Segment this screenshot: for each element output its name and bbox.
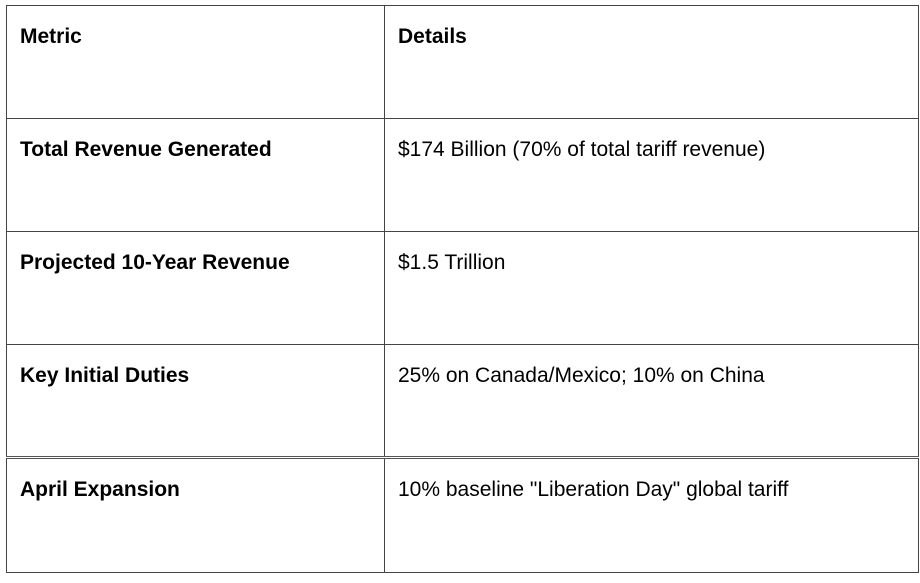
metric-label: Total Revenue Generated: [20, 138, 272, 161]
table-row: April Expansion 10% baseline "Liberation…: [6, 456, 919, 573]
table-row: Key Initial Duties 25% on Canada/Mexico;…: [6, 344, 919, 458]
details-text: 10% baseline "Liberation Day" global tar…: [398, 478, 789, 501]
table-header-row: Metric Details: [6, 5, 919, 119]
metric-cell: Key Initial Duties: [6, 344, 385, 458]
details-cell: $174 Billion (70% of total tariff revenu…: [384, 118, 919, 232]
header-metric-label: Metric: [20, 25, 82, 48]
header-cell-details: Details: [384, 5, 919, 119]
table-row: Projected 10-Year Revenue $1.5 Trillion: [6, 231, 919, 345]
metric-cell: April Expansion: [6, 456, 385, 573]
metric-label: Key Initial Duties: [20, 364, 190, 387]
metric-label: Projected 10-Year Revenue: [20, 251, 290, 274]
header-cell-metric: Metric: [6, 5, 385, 119]
details-cell: $1.5 Trillion: [384, 231, 919, 345]
details-cell: 10% baseline "Liberation Day" global tar…: [384, 456, 919, 573]
header-details-label: Details: [398, 25, 467, 48]
table-row: Total Revenue Generated $174 Billion (70…: [6, 118, 919, 232]
details-text: $174 Billion (70% of total tariff revenu…: [398, 138, 766, 161]
metrics-table: Metric Details Total Revenue Generated $…: [6, 5, 919, 573]
details-text: $1.5 Trillion: [398, 251, 506, 274]
metric-label: April Expansion: [20, 478, 180, 501]
details-cell: 25% on Canada/Mexico; 10% on China: [384, 344, 919, 458]
metric-cell: Total Revenue Generated: [6, 118, 385, 232]
details-text: 25% on Canada/Mexico; 10% on China: [398, 364, 765, 387]
metric-cell: Projected 10-Year Revenue: [6, 231, 385, 345]
